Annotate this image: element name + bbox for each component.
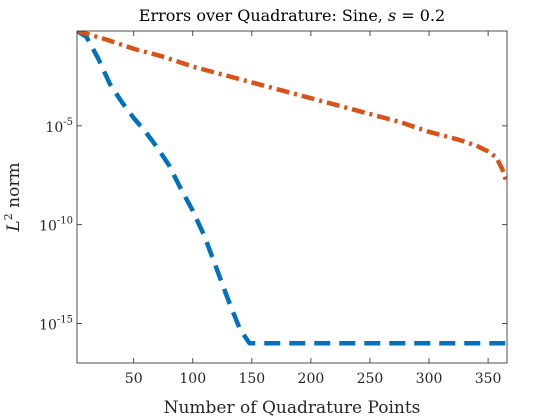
x-axis-label: Number of Quadrature Points [164,398,421,418]
series-layer [77,31,507,346]
chart-title-variable: s [388,6,396,25]
x-tick-label: 250 [357,371,384,387]
y-tick-label: 10-15 [39,314,73,333]
chart-title: Errors over Quadrature: Sine, s = 0.2 [139,6,445,25]
y-axis-label: L2 norm [2,162,24,232]
plot-frame [76,30,508,364]
x-tick-label: 200 [298,371,325,387]
series-line-1 [77,31,507,346]
chart-title-suffix: = 0.2 [396,6,445,25]
x-tick-label: 50 [125,371,143,387]
x-axis-ticks: 50 100 150 200 250 300 350 [125,31,502,387]
x-tick-label: 300 [416,371,443,387]
y-axis-label-base: L [4,220,24,232]
y-axis-label-superscript: 2 [2,213,15,220]
x-tick-label: 100 [179,371,206,387]
x-tick-label: 150 [238,371,265,387]
chart-title-prefix: Errors over Quadrature: Sine, [139,6,388,25]
y-tick-label: 10-5 [45,117,73,136]
x-tick-label: 350 [475,371,502,387]
y-tick-label: 10-10 [39,216,73,235]
y-axis-ticks: 10-15 10-10 10-5 [39,117,507,333]
y-axis-label-rest: norm [4,162,24,213]
series-line-2 [77,31,507,184]
